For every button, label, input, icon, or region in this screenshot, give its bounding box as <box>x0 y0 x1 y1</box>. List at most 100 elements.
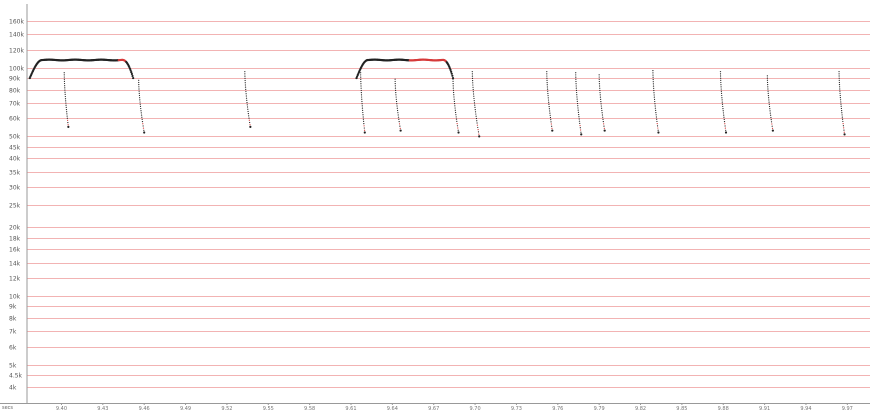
pitch-point <box>549 112 551 114</box>
pitch-point <box>575 72 577 74</box>
pitch-point <box>453 94 455 96</box>
pitch-point-end <box>143 131 146 134</box>
pitch-point <box>600 105 602 107</box>
pitch-point <box>770 116 772 119</box>
pitch-point <box>768 105 771 108</box>
pitch-point <box>453 98 455 100</box>
x-tick-label: 9.46 <box>139 406 150 411</box>
pitch-point <box>723 114 725 116</box>
pitch-point <box>476 124 479 126</box>
pitch-point <box>577 105 579 107</box>
pitch-point <box>394 87 397 89</box>
pitch-point <box>132 76 135 80</box>
pitch-point <box>472 84 474 86</box>
pitch-point <box>719 71 722 73</box>
pitch-point <box>394 83 396 85</box>
pitch-point <box>245 97 248 99</box>
pitch-point <box>452 85 454 87</box>
pitch-point <box>246 102 248 104</box>
pitch-point <box>598 83 601 85</box>
pitch-point <box>473 102 476 104</box>
pitch-point <box>725 129 727 131</box>
pitch-point <box>601 112 603 114</box>
pitch-point-end <box>457 131 460 134</box>
pitch-point <box>454 109 456 111</box>
pitch-point <box>600 98 602 100</box>
pitch-point <box>578 113 580 116</box>
pitch-point <box>244 71 246 73</box>
pitch-point <box>724 127 726 129</box>
pitch-point <box>398 118 400 121</box>
pitch-point <box>576 102 579 105</box>
pitch-point <box>599 89 601 92</box>
pitch-point <box>475 113 477 115</box>
pitch-point <box>245 95 247 97</box>
pitch-point <box>767 84 769 86</box>
pitch-point <box>838 77 840 79</box>
pitch-point <box>768 101 770 103</box>
pitch-point <box>471 75 474 77</box>
pitch-point <box>142 125 144 127</box>
pitch-point <box>471 71 473 73</box>
pitch-point <box>575 87 577 89</box>
pitch-point <box>551 125 553 127</box>
pitch-point <box>67 121 69 124</box>
pitch-point <box>360 85 362 87</box>
pitch-point <box>575 85 577 87</box>
pitch-point <box>455 118 458 120</box>
pitch-point-end <box>551 129 554 132</box>
pitch-point <box>360 80 362 83</box>
pitch-point <box>721 94 723 97</box>
pitch-point <box>652 72 654 74</box>
pitch-point <box>360 89 362 92</box>
pitch-point <box>767 86 769 88</box>
pitch-point <box>477 131 480 133</box>
pitch-point <box>394 78 396 80</box>
pitch-point <box>601 114 604 116</box>
pitch-point <box>362 114 364 116</box>
pitch-point <box>244 82 246 84</box>
pitch-point <box>452 80 454 83</box>
pitch-point <box>768 97 770 99</box>
pitch-point <box>249 121 251 124</box>
pitch-point-end <box>363 131 366 134</box>
pitch-point-end <box>843 133 846 136</box>
x-tick-label: 9.94 <box>800 406 811 411</box>
pitch-point <box>363 127 365 129</box>
pitch-point <box>142 123 144 125</box>
pitch-point <box>723 116 725 118</box>
pitch-point <box>473 100 475 102</box>
pitch-point <box>394 89 397 91</box>
pitch-point <box>550 119 552 121</box>
pitch-point <box>397 116 400 118</box>
pitch-point <box>769 108 771 110</box>
pitch-point <box>842 120 844 123</box>
pitch-point <box>396 103 398 105</box>
pitch-point <box>771 123 773 125</box>
pitch-point <box>842 125 845 127</box>
pitch-point <box>656 118 658 120</box>
pitch-point <box>600 103 602 105</box>
pitch-point <box>550 121 552 123</box>
pitch-point <box>839 99 842 101</box>
pitch-point <box>656 123 658 125</box>
pitch-point <box>652 78 654 81</box>
pitch-point <box>656 120 658 123</box>
pitch-point <box>766 77 768 79</box>
pitch-point <box>577 109 579 111</box>
pitch-point <box>575 78 577 80</box>
y-tick-label: 140k <box>9 32 24 39</box>
pitch-point <box>477 126 479 129</box>
pitch-point <box>140 112 142 114</box>
pitch-point <box>139 97 141 99</box>
pitch-point <box>246 99 248 101</box>
y-tick-label: 90k <box>9 76 21 83</box>
pitch-point <box>396 107 398 109</box>
pitch-point <box>578 120 581 122</box>
pitch-point <box>769 112 771 114</box>
pitch-point <box>577 107 579 109</box>
pitch-point <box>766 79 769 81</box>
pitch-point <box>575 83 577 85</box>
pitch-point <box>362 109 364 111</box>
pitch-point <box>452 89 455 91</box>
